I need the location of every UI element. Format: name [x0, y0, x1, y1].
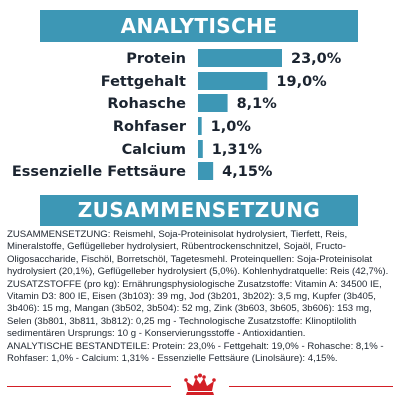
- value-label: 8,1%: [237, 96, 278, 112]
- bar: [198, 117, 202, 135]
- bar: [198, 162, 214, 180]
- value-label: 19,0%: [276, 74, 327, 90]
- category-label: Essenzielle Fettsäure: [12, 164, 186, 180]
- category-label: Rohfaser: [113, 119, 187, 135]
- additives-paragraph: ZUSATZSTOFFE (pro kg): Ernährungsphysiol…: [7, 278, 382, 340]
- composition-paragraph: ZUSAMMENSETZUNG: Reismehl, Soja-Proteini…: [7, 229, 389, 278]
- bar: [198, 94, 228, 112]
- composition-text: ZUSAMMENSETZUNG: Reismehl, Soja-Proteini…: [7, 229, 393, 365]
- category-label: Fettgehalt: [101, 74, 186, 90]
- value-label: 23,0%: [291, 51, 342, 67]
- footer-divider-left: [7, 386, 171, 387]
- bar: [198, 140, 203, 158]
- value-label: 1,0%: [211, 119, 252, 135]
- footer-divider-right: [229, 386, 393, 387]
- composition-header: ZUSAMMENSETZUNG: [40, 195, 358, 226]
- category-label: Calcium: [122, 142, 186, 158]
- value-label: 1,31%: [212, 142, 263, 158]
- category-label: Rohasche: [107, 96, 186, 112]
- category-label: Protein: [126, 51, 186, 67]
- analytical-summary-paragraph: ANALYTISCHE BESTANDTEILE: Protein: 23,0%…: [7, 340, 384, 365]
- value-label: 4,15%: [222, 164, 273, 180]
- bar: [198, 49, 282, 67]
- bar: [198, 72, 268, 90]
- crown-icon: [184, 373, 216, 395]
- constituents-bar-chart: Protein 23,0% Fettgehalt 19,0% Rohasche 8,1% R…: [12, 49, 342, 180]
